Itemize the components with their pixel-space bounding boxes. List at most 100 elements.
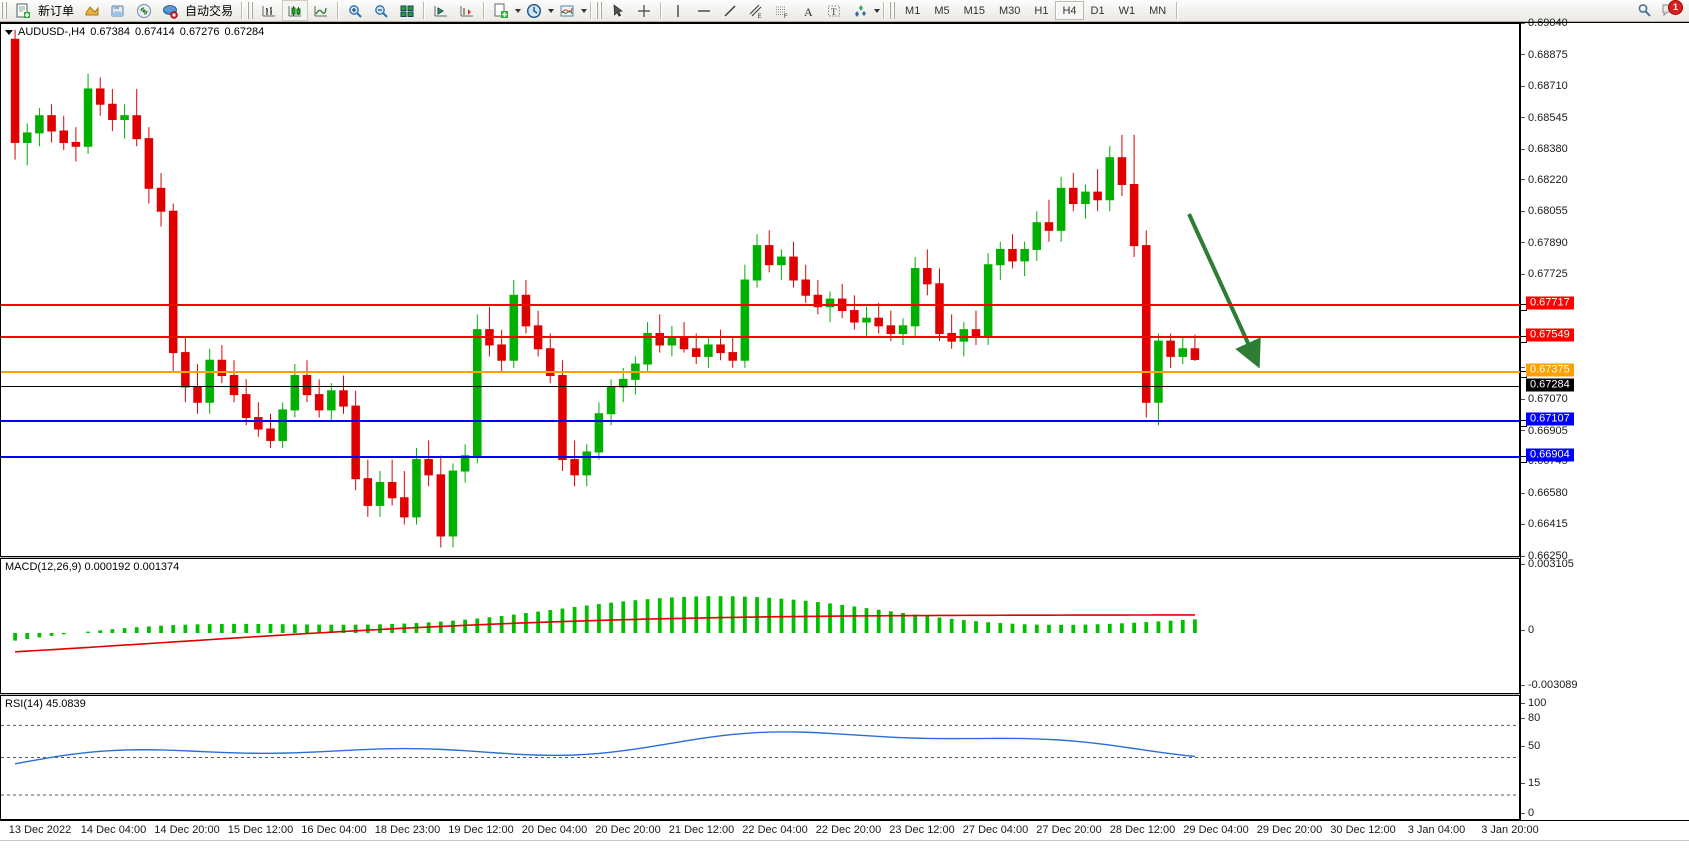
price-tick: 0.67890 xyxy=(1521,237,1568,249)
new-order-icon[interactable] xyxy=(10,0,36,21)
time-scale[interactable]: 13 Dec 2022 14 Dec 04:00 14 Dec 20:00 15 De… xyxy=(0,820,1689,841)
time-tick: 20 Dec 20:00 xyxy=(595,824,661,836)
rsi-series xyxy=(1,724,1519,796)
text-label-icon[interactable]: A xyxy=(795,0,821,21)
support-line-2[interactable] xyxy=(1,456,1527,463)
new-order-label[interactable]: 新订单 xyxy=(38,4,75,18)
ohlc-high: 0.67414 xyxy=(135,26,175,38)
toolbar-separator-7 xyxy=(883,2,886,19)
vertical-line-icon[interactable] xyxy=(665,0,691,21)
time-tick: 3 Jan 20:00 xyxy=(1481,824,1539,836)
horizontal-line-icon[interactable] xyxy=(691,0,717,21)
zoom-out-icon[interactable] xyxy=(368,0,394,21)
line-chart-icon[interactable] xyxy=(308,0,334,21)
toolbar-grip[interactable] xyxy=(1,2,8,19)
tile-windows-icon[interactable] xyxy=(394,0,420,21)
price-tag-support-1[interactable]: 0.67107 xyxy=(1526,412,1574,426)
svg-text:T: T xyxy=(831,7,837,17)
pane-divider-2[interactable] xyxy=(0,693,1520,696)
price-tick: 0.68055 xyxy=(1521,205,1568,217)
expert-advisors-icon[interactable] xyxy=(428,0,454,21)
price-tick: 0.69040 xyxy=(1521,17,1568,29)
search-icon[interactable] xyxy=(1631,0,1657,21)
toolbar-separator-8 xyxy=(1176,2,1179,19)
trendline-icon[interactable] xyxy=(717,0,743,21)
rsi-tick: 0 xyxy=(1521,807,1534,819)
indicator-list-icon[interactable] xyxy=(79,0,105,21)
text-icon[interactable]: T xyxy=(821,0,847,21)
timeframe-m15[interactable]: M15 xyxy=(963,4,985,17)
ohlc-low: 0.67276 xyxy=(179,26,220,38)
rsi-tick: 100 xyxy=(1521,697,1546,709)
toolbar-grip-3[interactable] xyxy=(596,2,604,19)
macd-tick: -0.003089 xyxy=(1521,679,1578,691)
main-toolbar: 新订单 xyxy=(0,0,1689,22)
new-chart-dropdown-icon[interactable] xyxy=(515,8,522,13)
period-icon[interactable] xyxy=(521,0,547,21)
indicators-icon[interactable] xyxy=(554,0,580,21)
resistance-line-1[interactable] xyxy=(1,304,1527,311)
svg-text:E: E xyxy=(758,14,762,19)
price-tag-support-2[interactable]: 0.66904 xyxy=(1526,448,1574,462)
price-tick: 0.66580 xyxy=(1521,487,1568,499)
resistance-line-2[interactable] xyxy=(1,336,1527,343)
new-chart-icon[interactable] xyxy=(488,0,514,21)
crosshair-icon[interactable] xyxy=(631,0,657,21)
collapse-triangle-icon[interactable] xyxy=(5,29,13,35)
toolbar-grip-4[interactable] xyxy=(889,2,897,19)
fibonacci-icon[interactable]: F xyxy=(769,0,795,21)
indicators-dropdown-icon[interactable] xyxy=(581,8,588,13)
toolbar-grip-2[interactable] xyxy=(247,2,255,19)
svg-text:F: F xyxy=(784,14,788,19)
data-window-icon[interactable] xyxy=(105,0,131,21)
macd-label: MACD(12,26,9) 0.000192 0.001374 xyxy=(5,561,180,573)
time-tick: 3 Jan 04:00 xyxy=(1407,824,1466,836)
timeframe-mn[interactable]: MN xyxy=(1149,4,1167,17)
time-tick: 22 Dec 04:00 xyxy=(742,824,808,836)
bar-chart-icon[interactable] xyxy=(256,0,282,21)
price-tick: 0.68545 xyxy=(1521,112,1568,124)
price-pane[interactable]: AUDUSD-,H4 0.67384 0.67414 0.67276 0.672… xyxy=(0,23,1527,558)
zoom-in-icon[interactable] xyxy=(342,0,368,21)
time-tick: 29 Dec 04:00 xyxy=(1183,824,1249,836)
toolbar-separator xyxy=(241,2,244,19)
rsi-pane[interactable]: RSI(14) 45.0839 xyxy=(0,695,1520,820)
toolbar-separator-5 xyxy=(590,2,593,19)
time-tick: 23 Dec 12:00 xyxy=(889,824,955,836)
cursor-icon[interactable] xyxy=(605,0,631,21)
equidistant-channel-icon[interactable]: E xyxy=(743,0,769,21)
timeframe-m30[interactable]: M30 xyxy=(999,4,1021,17)
auto-trading-label[interactable]: 自动交易 xyxy=(185,4,234,18)
timeframe-d1[interactable]: D1 xyxy=(1090,4,1105,17)
period-dropdown-icon[interactable] xyxy=(548,8,555,13)
price-tag-resistance-1[interactable]: 0.67717 xyxy=(1526,296,1574,310)
signals-icon[interactable] xyxy=(131,0,157,21)
timeframe-m5[interactable]: M5 xyxy=(934,4,950,17)
toolbar-separator-2 xyxy=(337,2,340,19)
candlestick-chart-icon[interactable] xyxy=(282,0,309,21)
time-tick: 29 Dec 20:00 xyxy=(1256,824,1323,836)
time-tick: 19 Dec 12:00 xyxy=(448,824,514,836)
timeframe-w1[interactable]: W1 xyxy=(1118,4,1136,17)
macd-pane[interactable]: MACD(12,26,9) 0.000192 0.001374 xyxy=(0,558,1520,695)
price-tick: 0.68380 xyxy=(1521,143,1568,155)
timeframe-h4[interactable]: H4 xyxy=(1055,1,1084,20)
support-line-1[interactable] xyxy=(1,420,1527,427)
macd-tick: 0.003105 xyxy=(1521,558,1574,570)
messages-icon[interactable]: 1 xyxy=(1657,0,1683,21)
drawing-tools-icon[interactable] xyxy=(847,0,873,21)
drawing-tools-dropdown-icon[interactable] xyxy=(874,8,881,13)
chart-area[interactable]: AUDUSD-,H4 0.67384 0.67414 0.67276 0.672… xyxy=(0,17,1689,859)
price-tag-pivot[interactable]: 0.67375 xyxy=(1526,363,1574,377)
templates-icon[interactable] xyxy=(454,0,480,21)
svg-text:A: A xyxy=(804,5,813,19)
price-scale[interactable]: 0.69040 0.68875 0.68710 0.68545 0.68380 0.682… xyxy=(1520,17,1689,820)
timeframe-h1[interactable]: H1 xyxy=(1034,4,1049,17)
price-tag-resistance-2[interactable]: 0.67549 xyxy=(1526,328,1574,342)
auto-trading-icon[interactable] xyxy=(157,0,183,21)
rsi-tick: 15 xyxy=(1521,777,1540,789)
down-arrow-icon[interactable] xyxy=(1181,202,1301,402)
pane-divider-1[interactable] xyxy=(0,556,1520,559)
timeframe-m1[interactable]: M1 xyxy=(905,4,921,17)
pivot-line[interactable] xyxy=(1,371,1527,378)
